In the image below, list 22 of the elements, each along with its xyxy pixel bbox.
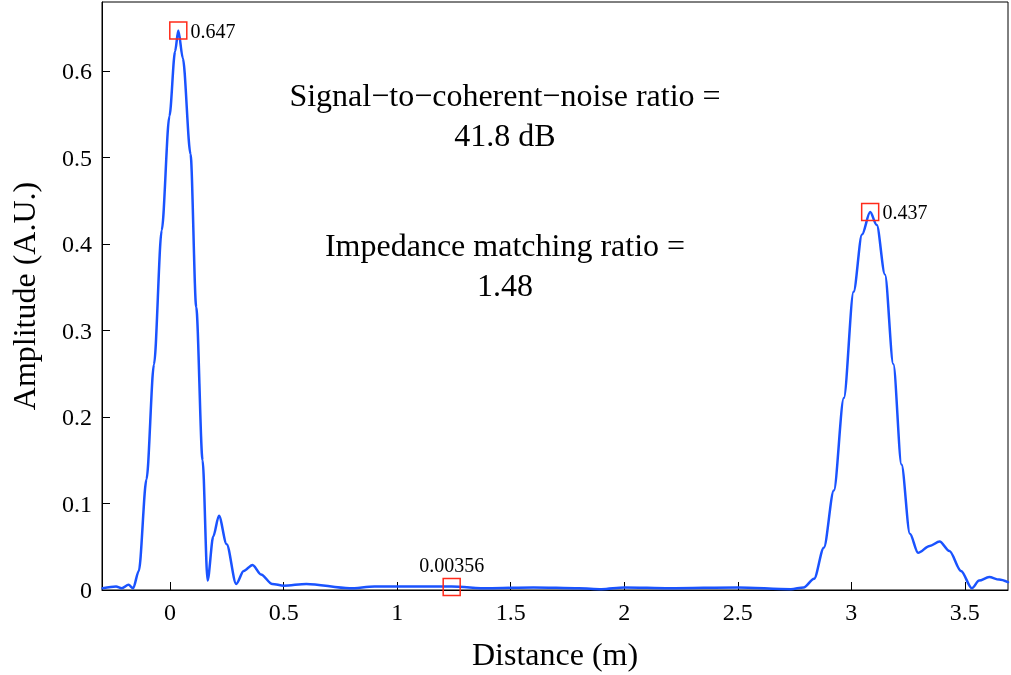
y-tick-label: 0.6 <box>62 58 92 85</box>
y-tick-label: 0.2 <box>62 404 92 431</box>
x-tick-label: 0.5 <box>268 599 299 625</box>
annotation: Impedance matching ratio = 1.48 <box>324 227 686 303</box>
x-tick-label: 2 <box>618 599 631 625</box>
y-tick-label: 0 <box>80 577 92 603</box>
x-tick-label: 3.5 <box>949 599 980 625</box>
y-tick-label: 0.5 <box>62 144 92 171</box>
x-tick-label: 3 <box>845 599 858 625</box>
annotation: 0.00356 <box>419 553 485 576</box>
annotation: Signal−to−coherent−noise ratio = 41.8 dB <box>289 77 721 153</box>
x-tick-label: 1 <box>391 599 404 625</box>
x-tick-label: 0 <box>164 599 177 625</box>
annotation: 0.437 <box>882 201 928 224</box>
y-axis-title: Amplitude (A.U.) <box>6 181 42 411</box>
x-tick-label: 2.5 <box>722 599 753 625</box>
x-axis-title: Distance (m) <box>471 636 639 672</box>
y-tick-label: 0.4 <box>62 231 92 258</box>
annotation: 0.647 <box>190 19 236 42</box>
y-tick-label: 0.1 <box>62 490 92 517</box>
y-tick-label: 0.3 <box>62 317 92 344</box>
x-tick-label: 1.5 <box>495 599 526 625</box>
